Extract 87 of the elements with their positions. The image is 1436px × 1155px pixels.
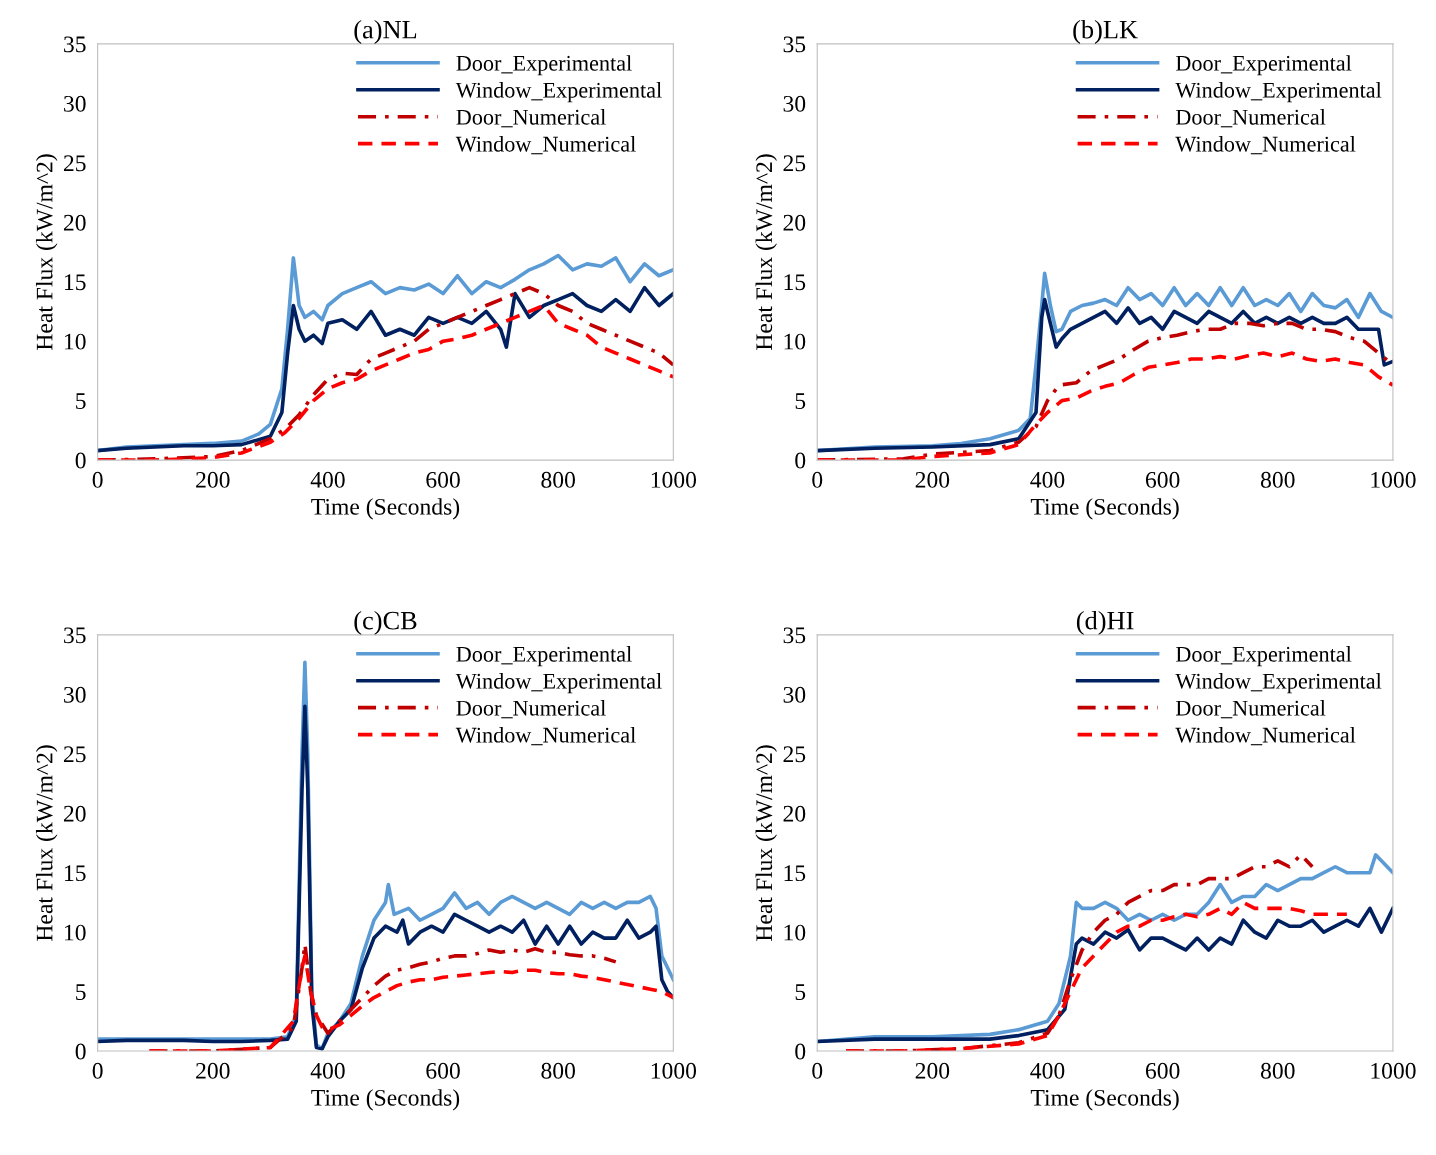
legend-label: Door_Experimental — [456, 646, 632, 667]
y-axis-title: Heat Flux (kW/m^2) — [755, 745, 777, 941]
x-tick-label: 0 — [812, 1062, 823, 1079]
legend-label: Window_Experimental — [455, 82, 662, 103]
y-tick-label: 30 — [64, 95, 86, 112]
y-tick-label: 5 — [795, 393, 806, 410]
x-tick-label: 0 — [812, 471, 823, 488]
line-series — [844, 900, 1349, 1052]
y-tick-label: 35 — [64, 627, 86, 644]
y-tick-label: 20 — [783, 805, 806, 822]
y-tick-label: 15 — [65, 274, 86, 291]
x-tick-label: 200 — [915, 1062, 950, 1079]
legend-label: Window_Numerical — [455, 136, 636, 155]
y-tick-label: 35 — [783, 36, 806, 53]
x-axis-title: Time (Seconds) — [1030, 498, 1179, 520]
x-axis-title: Time (Seconds) — [311, 498, 460, 520]
y-tick-label: 0 — [75, 452, 86, 469]
x-tick-label: 600 — [1145, 471, 1180, 488]
legend-label: Door_Experimental — [1175, 646, 1352, 667]
y-tick-label: 5 — [76, 984, 86, 1001]
x-tick-label: 200 — [196, 471, 230, 488]
y-tick-label: 20 — [63, 214, 86, 231]
y-tick-label: 15 — [784, 865, 806, 882]
legend-label: Window_Numerical — [455, 726, 636, 746]
y-tick-label: 25 — [63, 746, 86, 763]
line-series — [817, 906, 1393, 1044]
x-tick-label: 0 — [92, 471, 103, 488]
y-tick-label: 10 — [65, 924, 86, 941]
y-tick-label: 25 — [783, 746, 806, 763]
legend-label: Window_Experimental — [455, 673, 662, 694]
y-tick-label: 15 — [65, 865, 86, 882]
x-tick-label: 200 — [915, 471, 950, 488]
x-tick-label: 1000 — [1371, 1062, 1416, 1079]
y-tick-label: 30 — [783, 95, 806, 112]
y-tick-label: 35 — [64, 36, 86, 53]
legend-label: Window_Numerical — [1175, 136, 1356, 155]
x-tick-label: 800 — [1260, 471, 1295, 488]
x-tick-label: 1000 — [1371, 471, 1416, 488]
y-axis-title: Heat Flux (kW/m^2) — [35, 154, 58, 350]
y-tick-label: 15 — [784, 274, 806, 291]
y-tick-label: 20 — [783, 214, 806, 231]
y-tick-label: 25 — [63, 155, 86, 172]
y-tick-label: 0 — [75, 1043, 86, 1060]
chart-title: (b)LK — [1073, 19, 1138, 44]
x-tick-label: 0 — [92, 1062, 103, 1079]
legend-label: Window_Experimental — [1175, 673, 1382, 694]
x-tick-label: 200 — [196, 1062, 230, 1079]
y-tick-label: 10 — [784, 924, 806, 941]
y-tick-label: 25 — [783, 155, 806, 172]
y-tick-label: 30 — [783, 686, 806, 703]
x-tick-label: 600 — [426, 1062, 460, 1079]
y-axis-title: Heat Flux (kW/m^2) — [755, 154, 777, 350]
y-tick-label: 20 — [63, 805, 86, 822]
x-tick-label: 800 — [1260, 1062, 1295, 1079]
y-tick-label: 35 — [783, 627, 806, 644]
chart-title: (a)NL — [354, 19, 417, 44]
x-axis-title: Time (Seconds) — [311, 1089, 460, 1111]
x-tick-label: 600 — [426, 471, 460, 488]
x-tick-label: 1000 — [651, 471, 697, 488]
legend-label: Door_Numerical — [456, 109, 606, 128]
chart-title: (d)HI — [1076, 610, 1134, 635]
chart-title: (c)CB — [354, 610, 417, 635]
x-tick-label: 1000 — [651, 1062, 697, 1079]
legend-label: Window_Numerical — [1175, 726, 1356, 746]
x-tick-label: 400 — [1030, 471, 1065, 488]
y-tick-label: 30 — [64, 686, 86, 703]
legend-label: Window_Experimental — [1175, 82, 1382, 103]
x-tick-label: 400 — [310, 471, 345, 488]
legend-label: Door_Numerical — [1175, 109, 1326, 128]
legend-label: Door_Numerical — [456, 700, 606, 719]
y-tick-label: 0 — [795, 452, 806, 469]
y-axis-title: Heat Flux (kW/m^2) — [35, 745, 58, 941]
y-tick-label: 10 — [784, 333, 806, 350]
x-tick-label: 400 — [310, 1062, 345, 1079]
x-tick-label: 400 — [1030, 1062, 1065, 1079]
x-tick-label: 800 — [541, 1062, 575, 1079]
y-tick-label: 5 — [795, 984, 806, 1001]
y-tick-label: 0 — [795, 1043, 806, 1060]
x-tick-label: 800 — [541, 471, 575, 488]
legend-label: Door_Experimental — [456, 55, 632, 76]
legend-label: Door_Experimental — [1175, 55, 1352, 76]
y-tick-label: 10 — [65, 333, 86, 350]
x-tick-label: 600 — [1145, 1062, 1180, 1079]
line-series — [147, 954, 674, 1052]
x-axis-title: Time (Seconds) — [1030, 1089, 1179, 1111]
y-tick-label: 5 — [76, 393, 86, 410]
legend-label: Door_Numerical — [1175, 700, 1326, 719]
